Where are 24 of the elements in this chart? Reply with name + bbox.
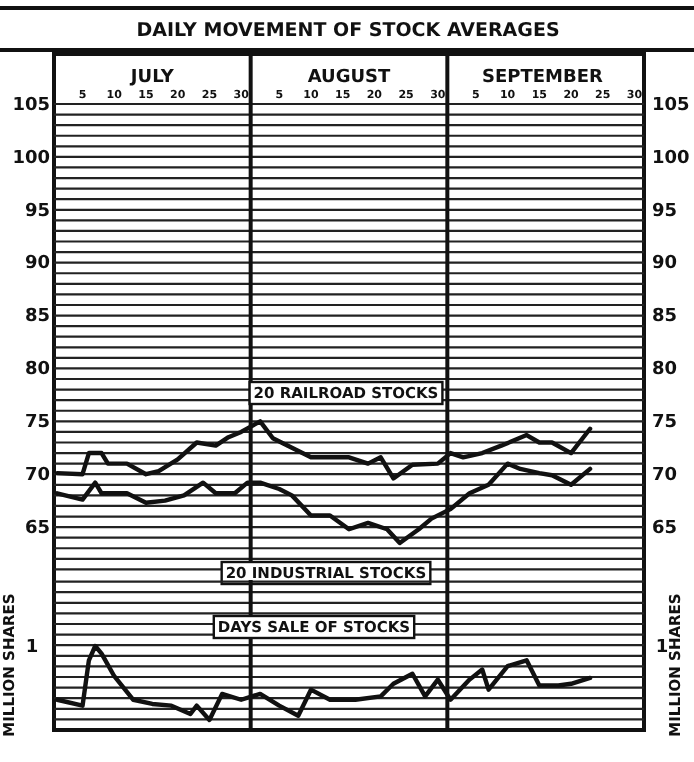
y2-tick-label: 85 (652, 307, 678, 328)
y2-tick-label: 100 (652, 148, 690, 169)
y-tick-label: 80 (24, 360, 50, 381)
y-tick-label: 85 (24, 307, 50, 328)
text: 1 (25, 638, 39, 658)
y2-tick-label: 75 (652, 413, 678, 434)
y-tick-label: 65 (24, 518, 50, 539)
y2-tick-label: 80 (652, 360, 678, 381)
y2-tick-label: 90 (652, 254, 678, 275)
y2-tick-label: 95 (652, 201, 678, 222)
y-tick-label: 75 (24, 413, 50, 434)
x2-tick-label: AUGUST (307, 68, 393, 88)
y-tick-label: 105 (12, 95, 50, 116)
x2-tick-label: SEPTEMBER (482, 68, 604, 88)
y-tick-label: 100 (12, 148, 50, 169)
y-tick-label: 90 (24, 254, 50, 275)
y-tick-label: 70 (24, 465, 50, 486)
x2-tick-label: JULY (128, 68, 175, 88)
text: 1 (655, 638, 669, 658)
chart-title: DAILY MOVEMENT OF STOCK AVERAGES (136, 20, 560, 42)
y2-tick-label: 70 (652, 465, 678, 486)
y-tick-label: 95 (24, 201, 50, 222)
y2-tick-label: 105 (652, 95, 690, 116)
y2-tick-label: 65 (652, 518, 678, 539)
